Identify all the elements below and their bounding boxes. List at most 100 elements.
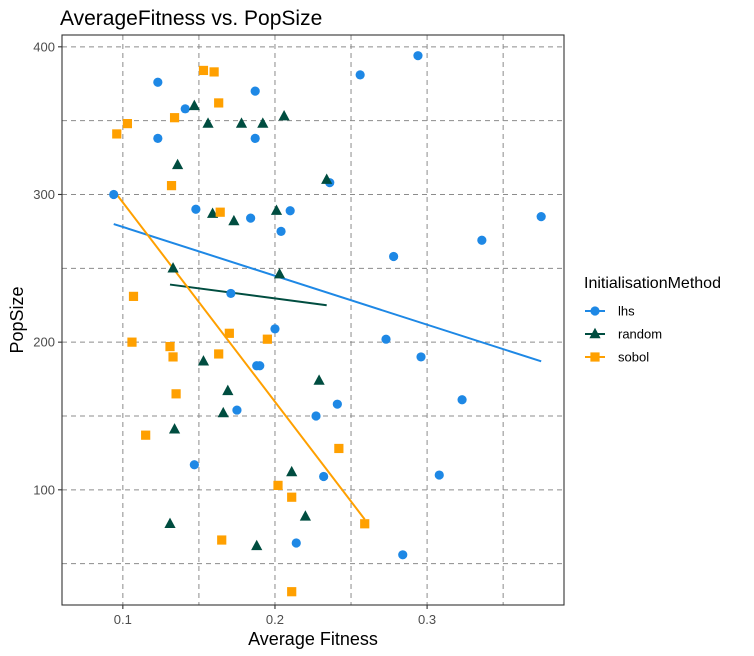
random-point	[257, 117, 269, 128]
lhs-point	[153, 77, 163, 87]
legend-items: lhs random sobol	[585, 304, 662, 365]
lhs-point	[270, 324, 280, 334]
legend-title: InitialisationMethod	[584, 275, 721, 292]
lhs-point	[381, 334, 391, 344]
x-tick-label: 0.1	[114, 612, 132, 627]
random-point	[313, 374, 325, 385]
random-point	[278, 110, 290, 121]
lhs-point	[250, 133, 260, 143]
lhs-point	[191, 204, 201, 214]
legend-label: sobol	[618, 350, 649, 365]
series-random	[164, 99, 333, 551]
lhs-trend-line	[113, 223, 542, 363]
sobol-point	[262, 334, 272, 344]
sobol-point	[171, 389, 181, 399]
x-tick-label: 0.2	[266, 612, 284, 627]
random-point	[235, 117, 248, 128]
lhs-point	[291, 538, 301, 548]
legend-key-circle	[590, 306, 600, 316]
sobol-point	[287, 492, 297, 502]
sobol-point	[122, 119, 133, 129]
plot-panel-border	[61, 34, 565, 606]
lhs-point	[255, 361, 265, 371]
legend-item-lhs: lhs	[585, 304, 635, 319]
x-axis-title: Average Fitness	[248, 629, 378, 649]
series-lhs	[109, 51, 546, 560]
sobol-point	[217, 535, 227, 545]
random-point	[228, 214, 240, 226]
data-points	[109, 51, 546, 597]
lhs-point	[285, 206, 295, 216]
random-point	[299, 510, 311, 521]
grid-layer	[62, 35, 564, 605]
sobol-point	[128, 291, 139, 301]
lhs-point	[389, 251, 399, 262]
random-point	[222, 384, 234, 396]
sobol-point	[214, 349, 224, 359]
sobol-point	[198, 65, 209, 76]
lhs-point	[226, 288, 236, 299]
random-point	[217, 406, 229, 418]
y-tick-label: 200	[33, 335, 55, 350]
sobol-point	[224, 328, 234, 338]
sobol-point	[215, 207, 225, 217]
lhs-point	[434, 470, 444, 480]
legend-label: lhs	[618, 304, 635, 319]
lhs-point	[246, 213, 256, 223]
x-tick-label: 0.3	[418, 612, 436, 627]
series-sobol	[112, 65, 370, 597]
lhs-point	[250, 86, 260, 96]
random-point	[167, 262, 179, 273]
y-tick-label: 300	[33, 187, 55, 202]
sobol-point	[127, 337, 137, 347]
random-point	[273, 268, 286, 279]
lhs-point	[477, 235, 487, 245]
random-point	[202, 117, 214, 128]
lhs-point	[355, 70, 365, 80]
lhs-point	[398, 550, 408, 560]
sobol-trend-line	[115, 193, 366, 520]
sobol-point	[273, 480, 283, 490]
lhs-point	[319, 471, 329, 482]
lhs-point	[109, 189, 119, 200]
sobol-point	[334, 443, 344, 454]
lhs-point	[536, 212, 546, 222]
random-point	[188, 99, 200, 111]
lhs-point	[311, 411, 321, 421]
lhs-point	[232, 405, 242, 415]
random-point	[270, 204, 283, 215]
trend-lines	[113, 193, 542, 520]
random-point	[164, 517, 176, 528]
sobol-point	[168, 352, 178, 362]
random-point	[197, 355, 210, 366]
sobol-point	[169, 113, 180, 123]
lhs-point	[457, 395, 467, 405]
chart-title: AverageFitness vs. PopSize	[60, 7, 322, 30]
axis-ticks: 0.1 0.2 0.3 100 200 300 400	[33, 39, 436, 627]
sobol-point	[287, 587, 297, 597]
lhs-point	[189, 460, 199, 470]
random-point	[251, 539, 263, 551]
legend-item-random: random	[585, 327, 662, 342]
y-tick-label: 100	[33, 482, 55, 497]
sobol-point	[360, 519, 370, 529]
random-point	[168, 423, 181, 434]
legend: InitialisationMethod lhs random sobol	[584, 275, 721, 365]
random-point	[207, 207, 219, 218]
lhs-point	[413, 51, 423, 61]
random-point	[286, 465, 298, 477]
random-trend-line	[169, 283, 327, 307]
sobol-point	[166, 181, 177, 191]
sobol-point	[141, 430, 151, 440]
sobol-point	[209, 67, 219, 77]
random-point	[321, 173, 333, 184]
legend-item-sobol: sobol	[585, 350, 649, 365]
lhs-point	[180, 104, 190, 114]
sobol-point	[214, 98, 224, 108]
y-axis-title: PopSize	[7, 286, 27, 353]
legend-label: random	[618, 327, 662, 342]
lhs-point	[332, 399, 342, 409]
lhs-point	[153, 133, 163, 143]
lhs-point	[276, 226, 286, 236]
